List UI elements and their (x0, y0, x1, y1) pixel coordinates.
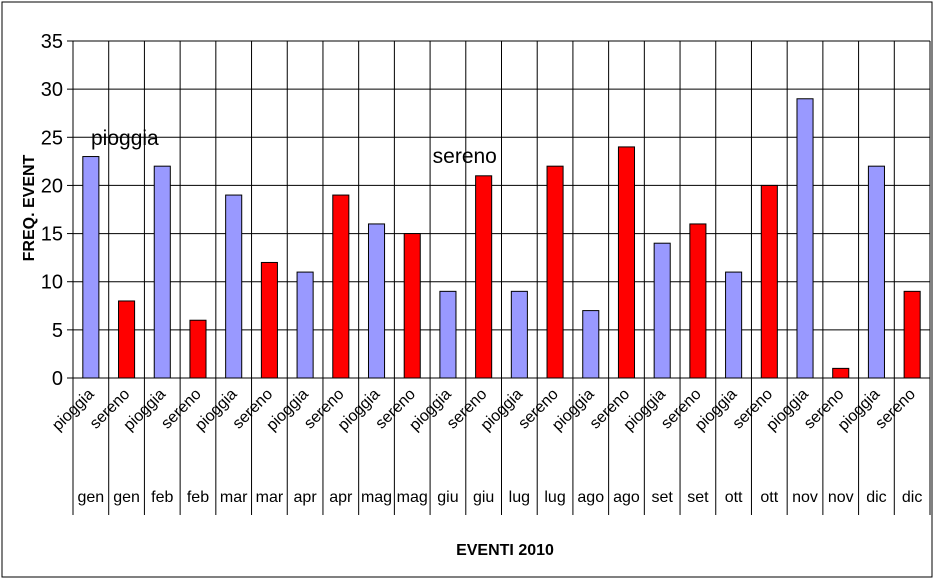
bar-pioggia-giu (439, 290, 457, 379)
month-label: dic (902, 489, 922, 506)
y-tick-label: 5 (52, 320, 63, 342)
bar-sereno-nov (832, 367, 850, 379)
month-label: gen (113, 489, 140, 506)
bar-sereno-mar (260, 261, 278, 379)
month-label: ott (725, 489, 743, 506)
month-label: apr (294, 489, 318, 506)
bar-sereno-lug (546, 165, 564, 379)
month-label: ago (577, 489, 604, 506)
bar-pioggia-ott (725, 271, 743, 379)
bar-sereno-mag (403, 233, 421, 379)
bar-sereno-gen (118, 300, 136, 379)
y-tick-label: 35 (41, 31, 63, 53)
x-axis-title: EVENTI 2010 (456, 542, 554, 559)
month-label: feb (187, 489, 209, 506)
bar-pioggia-dic (867, 165, 885, 379)
month-label: lug (544, 489, 565, 506)
bar-pioggia-feb (153, 165, 171, 379)
bar-pioggia-nov (796, 98, 814, 379)
month-label: mar (256, 489, 284, 506)
month-label: giu (437, 489, 458, 506)
month-label: apr (329, 489, 353, 506)
y-tick-label: 0 (52, 368, 63, 390)
bar-sereno-feb (189, 319, 207, 379)
bar-pioggia-gen (82, 156, 100, 379)
bar-sereno-apr (332, 194, 350, 379)
y-tick-label: 30 (41, 79, 63, 101)
month-label: nov (792, 489, 818, 506)
annotation-label: pioggia (91, 127, 159, 150)
month-label: set (652, 489, 674, 506)
bar-sereno-giu (475, 175, 493, 379)
y-tick-label: 10 (41, 272, 63, 294)
y-tick-label: 15 (41, 224, 63, 246)
bar-sereno-ago (617, 146, 636, 379)
month-label: giu (473, 489, 494, 506)
month-label: ott (760, 489, 778, 506)
bar-pioggia-ago (582, 310, 600, 379)
month-label: lug (509, 489, 530, 506)
bar-pioggia-mag (367, 223, 386, 379)
month-label: mar (220, 489, 248, 506)
month-label: mag (397, 489, 428, 506)
month-label: ago (613, 489, 640, 506)
bar-pioggia-lug (510, 290, 528, 379)
month-label: nov (828, 489, 854, 506)
y-axis-title: FREQ. EVENT (21, 154, 38, 261)
month-label: feb (151, 489, 173, 506)
y-tick-label: 20 (41, 175, 63, 197)
month-label: set (687, 489, 709, 506)
bar-pioggia-mar (225, 194, 243, 379)
bar-pioggia-apr (296, 271, 314, 379)
annotation-label: sereno (433, 145, 497, 168)
month-label: gen (78, 489, 105, 506)
month-label: dic (866, 489, 886, 506)
bar-sereno-ott (760, 184, 778, 379)
bar-sereno-dic (903, 290, 921, 379)
bar-sereno-set (689, 223, 707, 379)
bar-pioggia-set (653, 242, 671, 379)
y-tick-label: 25 (41, 127, 63, 149)
month-label: mag (361, 489, 392, 506)
